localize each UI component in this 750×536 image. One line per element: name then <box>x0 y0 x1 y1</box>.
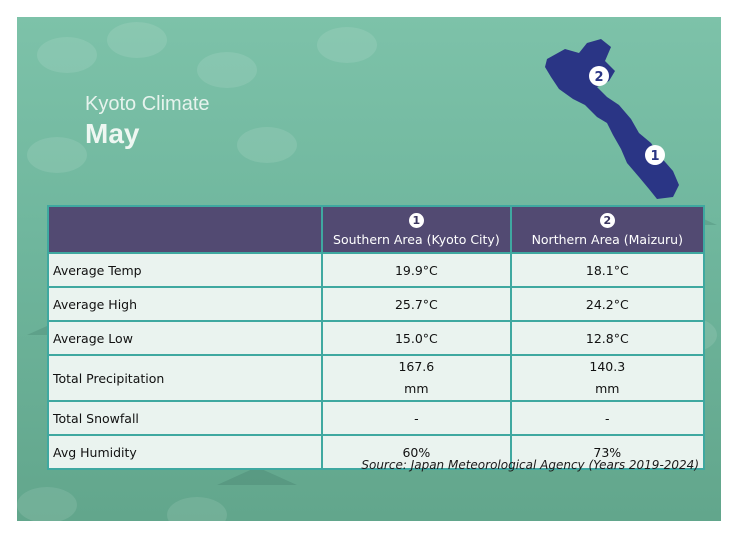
southern-precip-unit: mm <box>404 381 429 396</box>
table-row: Average Temp 19.9°C 18.1°C <box>46 252 706 288</box>
northern-value: 24.2°C <box>509 286 706 322</box>
climate-card: Kyoto Climate May 2 1 1 Southern Area (K… <box>17 17 721 521</box>
southern-value: - <box>321 400 512 436</box>
map-marker-1: 1 <box>645 145 665 165</box>
southern-value: 25.7°C <box>321 286 512 322</box>
header-northern-area: 2 Northern Area (Maizuru) <box>509 205 706 254</box>
header-northern-label: Northern Area (Maizuru) <box>531 232 683 247</box>
table-row: Total Snowfall - - <box>46 400 706 436</box>
title-block: Kyoto Climate May <box>85 93 210 150</box>
northern-precip-unit: mm <box>595 381 620 396</box>
northern-value: 12.8°C <box>509 320 706 356</box>
southern-precip-value: 167.6 <box>398 359 435 374</box>
marker-1-icon: 1 <box>408 213 424 228</box>
table-row: Average Low 15.0°C 12.8°C <box>46 320 706 356</box>
row-label: Total Precipitation <box>46 354 324 402</box>
header-southern-label: Southern Area (Kyoto City) <box>333 232 500 247</box>
row-label: Average Temp <box>46 252 324 288</box>
southern-value: 60% <box>321 434 512 470</box>
kyoto-map: 2 1 <box>545 39 679 199</box>
header-southern-area: 1 Southern Area (Kyoto City) <box>321 205 512 254</box>
northern-precip-value: 140.3 <box>589 359 626 374</box>
month-title: May <box>85 118 140 149</box>
table-row: Total Precipitation 167.6 mm 140.3 mm <box>46 354 706 402</box>
northern-value: 73% <box>509 434 706 470</box>
southern-value: 15.0°C <box>321 320 512 356</box>
page-title: Kyoto Climate <box>85 93 210 115</box>
row-label: Average High <box>46 286 324 322</box>
row-label: Average Low <box>46 320 324 356</box>
northern-value: 18.1°C <box>509 252 706 288</box>
table-header-row: 1 Southern Area (Kyoto City) 2 Northern … <box>46 205 706 254</box>
kyoto-prefecture-shape <box>545 39 679 199</box>
northern-value: - <box>509 400 706 436</box>
source-note: Source: Japan Meteorological Agency (Yea… <box>361 458 699 472</box>
southern-value: 167.6 mm <box>321 354 512 402</box>
table-row: Avg Humidity 60% 73% <box>46 434 706 470</box>
southern-value: 19.9°C <box>321 252 512 288</box>
svg-text:1: 1 <box>650 149 659 164</box>
map-marker-2: 2 <box>589 66 609 86</box>
northern-value: 140.3 mm <box>509 354 706 402</box>
marker-2-icon: 2 <box>599 213 615 228</box>
row-label: Total Snowfall <box>46 400 324 436</box>
row-label: Avg Humidity <box>46 434 324 470</box>
header-empty-cell <box>46 205 324 254</box>
climate-table: 1 Southern Area (Kyoto City) 2 Northern … <box>46 205 706 470</box>
table-row: Average High 25.7°C 24.2°C <box>46 286 706 322</box>
svg-text:2: 2 <box>594 70 603 85</box>
